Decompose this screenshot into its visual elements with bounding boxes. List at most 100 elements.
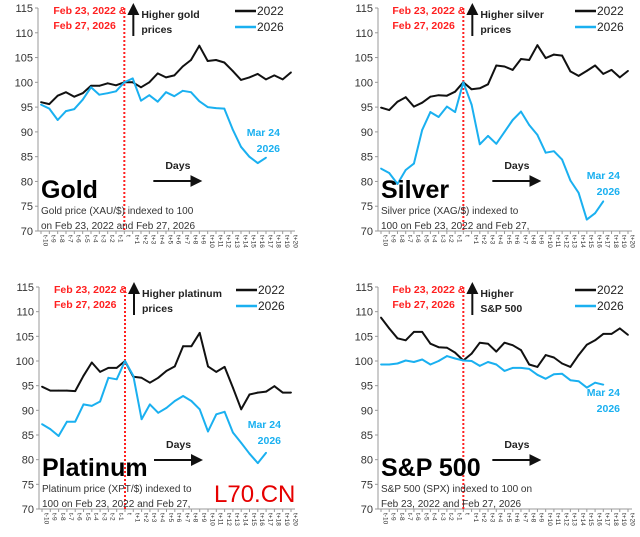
series-line-2026: [40, 77, 267, 165]
data-point-2026: [240, 145, 242, 148]
x-tick-label: t-9: [51, 513, 58, 521]
data-point-2026: [198, 408, 201, 411]
y-tick-label: 80: [361, 455, 373, 467]
data-point-2026: [528, 367, 531, 370]
data-point-2022: [553, 53, 555, 56]
data-point-2022: [215, 59, 217, 61]
data-point-2022: [149, 381, 151, 384]
data-point-2026: [148, 94, 151, 97]
x-tick-label: t+5: [167, 513, 174, 523]
data-point-2022: [148, 81, 151, 84]
data-point-2022: [404, 339, 407, 342]
data-point-2022: [553, 356, 555, 359]
data-point-2026: [380, 167, 382, 170]
data-point-2022: [290, 71, 292, 74]
event-date-label: Feb 27, 2026: [54, 299, 117, 311]
x-tick-label: t+4: [158, 235, 165, 245]
y-tick-label: 100: [355, 77, 373, 89]
data-point-2026: [478, 143, 481, 146]
panel-subtitle: 100 on Feb 23, 2022 and Feb 27,: [42, 499, 190, 510]
data-point-2022: [66, 389, 68, 392]
x-tick-label: t+7: [183, 235, 190, 245]
data-point-2022: [140, 376, 143, 379]
data-point-2022: [207, 365, 209, 368]
data-point-2026: [462, 359, 465, 362]
x-tick-label: t: [125, 235, 132, 237]
data-point-2022: [503, 341, 506, 344]
data-point-2022: [41, 385, 43, 388]
data-point-2022: [528, 363, 531, 366]
data-point-2026: [553, 150, 555, 153]
x-tick-label: t-10: [381, 513, 388, 525]
data-point-2026: [536, 373, 539, 376]
data-point-2026: [454, 357, 456, 360]
data-point-2022: [248, 393, 251, 396]
data-point-2022: [190, 345, 193, 348]
data-point-2026: [421, 129, 424, 131]
x-tick-label: t+13: [571, 513, 578, 526]
x-tick-label: t-7: [67, 513, 74, 521]
data-point-2022: [190, 59, 192, 61]
x-tick-label: t-2: [108, 235, 115, 243]
data-point-2026: [173, 95, 176, 98]
y-tick-label: 75: [361, 479, 373, 491]
direction-label: Higher silver: [480, 9, 544, 21]
data-point-2022: [536, 44, 539, 47]
data-point-2026: [90, 404, 93, 407]
data-point-2022: [511, 344, 514, 347]
data-point-2026: [396, 362, 399, 365]
y-tick-label: 105: [16, 331, 34, 343]
x-tick-label: t+12: [225, 513, 232, 526]
data-point-2026: [520, 367, 522, 369]
x-tick-label: t+2: [480, 235, 487, 245]
data-point-2026: [157, 411, 160, 414]
x-tick-label: t-9: [390, 235, 397, 243]
data-point-2022: [206, 60, 209, 62]
y-tick-label: 75: [22, 479, 34, 491]
legend-label-2022: 2022: [597, 283, 624, 297]
x-tick-label: t+19: [283, 235, 290, 248]
panel-subtitle: Gold price (XAU/$) indexed to 100: [41, 206, 194, 217]
data-point-2022: [520, 58, 522, 60]
x-tick-label: t+14: [579, 513, 586, 526]
data-point-2026: [140, 418, 143, 421]
data-point-2026: [462, 81, 465, 84]
data-point-2026: [256, 162, 259, 165]
y-tick-label: 85: [22, 430, 34, 442]
x-tick-label: t-1: [455, 235, 462, 243]
data-point-2022: [380, 316, 382, 319]
x-tick-label: t+16: [258, 235, 265, 248]
data-point-2022: [380, 106, 382, 109]
x-tick-label: t+6: [175, 513, 182, 523]
x-tick-label: t-10: [381, 235, 388, 247]
event-date-label: Feb 23, 2022 &: [54, 284, 127, 296]
data-point-2022: [445, 94, 448, 97]
end-date-label: Mar 24: [587, 170, 620, 182]
data-point-2022: [223, 366, 226, 368]
end-date-label: 2026: [258, 435, 282, 447]
data-point-2026: [437, 360, 440, 362]
y-tick-label: 70: [22, 504, 34, 516]
data-point-2026: [585, 218, 588, 221]
data-point-2022: [610, 332, 613, 335]
data-point-2026: [265, 156, 267, 159]
data-point-2022: [520, 349, 522, 352]
panel-s-p-500: 70 75 80 85 90 95 100 105 110 115 t-10 t-9 t-8 t-7 t-6…: [355, 282, 635, 526]
data-point-2026: [223, 410, 226, 413]
x-tick-label: t+6: [513, 513, 520, 523]
data-point-2022: [106, 82, 109, 85]
x-tick-label: t+11: [554, 235, 561, 248]
data-point-2022: [544, 354, 547, 356]
data-point-2022: [454, 90, 456, 93]
data-point-2022: [561, 362, 564, 365]
data-point-2026: [536, 133, 539, 136]
end-date-label: Mar 24: [587, 387, 620, 399]
end-date-label: Mar 24: [247, 127, 280, 139]
end-date-label: 2026: [597, 186, 621, 198]
data-point-2022: [413, 105, 415, 108]
data-point-2026: [495, 363, 498, 366]
data-point-2022: [182, 345, 185, 348]
x-tick-label: t-7: [66, 235, 73, 243]
y-tick-label: 105: [355, 331, 373, 343]
x-tick-label: t+5: [166, 235, 173, 245]
